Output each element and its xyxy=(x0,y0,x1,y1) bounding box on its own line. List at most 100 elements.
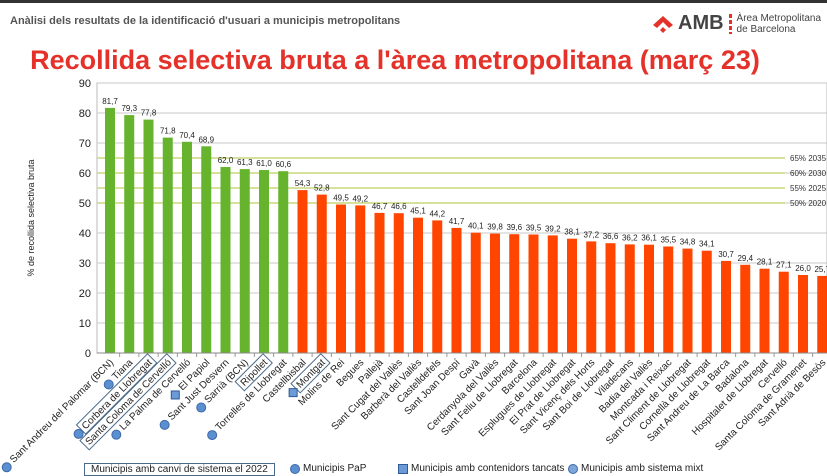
bar-value-label: 36,6 xyxy=(603,232,619,241)
y-tick-label: 40 xyxy=(79,228,91,240)
bar-value-label: 39,6 xyxy=(506,223,522,232)
bar-value-label: 49,5 xyxy=(333,194,349,203)
bar xyxy=(701,250,712,353)
bar xyxy=(778,271,789,353)
logo-subtitle: Àrea Metropolitana de Barcelona xyxy=(737,13,822,35)
bar xyxy=(336,204,346,353)
bar-value-label: 61,0 xyxy=(256,159,272,168)
amb-logo-icon xyxy=(653,15,673,33)
bar xyxy=(682,248,693,353)
amb-logo: AMB Àrea Metropolitana de Barcelona xyxy=(652,12,821,35)
y-axis-label: % de recollida selectiva bruta xyxy=(26,159,36,276)
legend: Municipis amb canvi de sistema el 2022 M… xyxy=(0,463,827,476)
bar xyxy=(721,260,731,353)
bar xyxy=(297,190,308,353)
bar xyxy=(259,170,269,353)
circle-marker-icon xyxy=(290,463,300,474)
bar-value-label: 46,7 xyxy=(372,202,388,211)
bar xyxy=(316,194,327,353)
bar-value-label: 38,1 xyxy=(564,228,580,237)
bar xyxy=(798,275,808,353)
bar xyxy=(220,167,231,353)
bar-value-label: 70,4 xyxy=(179,131,195,140)
bar-value-label: 29,4 xyxy=(737,254,753,263)
bar xyxy=(586,241,597,353)
bar-value-label: 77,8 xyxy=(141,109,157,118)
target-label: 65% 2035 xyxy=(790,154,827,163)
bar-value-label: 35,5 xyxy=(660,236,676,245)
legend-mixt: Municipis amb sistema mixt xyxy=(568,463,703,474)
changed-system-box xyxy=(75,353,158,435)
bar xyxy=(182,141,192,353)
circle-marker-icon xyxy=(73,428,84,439)
y-tick-label: 50 xyxy=(79,198,91,210)
bar xyxy=(605,243,616,353)
legend-pap-label: Municipis PaP xyxy=(303,463,367,474)
square-marker-icon xyxy=(398,463,408,474)
bar xyxy=(393,213,404,353)
square-marker-icon xyxy=(170,390,180,400)
legend-mixt-label: Municipis amb sistema mixt xyxy=(581,463,704,474)
y-tick-label: 30 xyxy=(79,258,91,270)
bar xyxy=(644,244,654,353)
bar-value-label: 30,7 xyxy=(718,250,734,259)
circle-marker-icon xyxy=(103,379,114,390)
bar xyxy=(470,232,481,353)
square-marker-icon xyxy=(288,388,298,398)
bar-value-label: 61,3 xyxy=(237,158,253,167)
bar-value-label: 40,1 xyxy=(468,222,484,231)
bar xyxy=(374,212,385,353)
circle-marker-icon xyxy=(159,419,170,430)
bar xyxy=(817,275,827,353)
bar-value-label: 36,1 xyxy=(641,234,657,243)
bar xyxy=(624,244,635,353)
bar xyxy=(490,233,500,353)
bar-value-label: 79,3 xyxy=(121,104,137,113)
logo-amb: AMB xyxy=(678,12,724,34)
bar-value-label: 46,6 xyxy=(391,202,407,211)
bar-value-label: 49,2 xyxy=(352,194,368,203)
bar-value-label: 45,1 xyxy=(410,207,426,216)
circle-marker-icon xyxy=(207,430,218,441)
logo-sub1: Àrea Metropolitana xyxy=(736,12,822,24)
legend-closed: Municipis amb contenidors tancats xyxy=(398,463,564,474)
bar-value-label: 52,8 xyxy=(314,184,330,193)
bar xyxy=(547,235,558,353)
circle-marker-icon xyxy=(1,462,12,473)
target-label: 55% 2025 xyxy=(790,184,827,193)
bar-value-label: 34,1 xyxy=(699,240,715,249)
target-label: 50% 2020 xyxy=(790,199,827,208)
bar-value-label: 81,7 xyxy=(102,97,118,106)
bar xyxy=(143,119,154,353)
y-tick-label: 60 xyxy=(79,168,91,180)
target-label: 60% 2030 xyxy=(790,169,827,178)
bar xyxy=(759,268,770,353)
bar-value-label: 28,1 xyxy=(757,258,773,267)
bar-value-label: 68,9 xyxy=(198,135,214,144)
bar xyxy=(567,238,577,353)
bar-value-label: 39,8 xyxy=(487,223,503,232)
bar xyxy=(124,115,135,353)
bar-value-label: 27,1 xyxy=(776,261,792,270)
bar xyxy=(278,171,289,353)
changed-system-box xyxy=(234,353,273,392)
logo-separator xyxy=(728,13,732,34)
legend-changed: Municipis amb canvi de sistema el 2022 xyxy=(84,463,275,476)
bar xyxy=(162,137,173,353)
bar xyxy=(355,205,366,353)
bar xyxy=(663,246,674,353)
y-tick-label: 10 xyxy=(79,318,91,330)
bar-value-label: 36,2 xyxy=(622,233,638,242)
legend-changed-label: Municipis amb canvi de sistema el 2022 xyxy=(91,464,268,475)
bar xyxy=(451,227,462,353)
chart-title: Recollida selectiva bruta a l'àrea metro… xyxy=(30,45,760,75)
bar xyxy=(432,220,443,353)
bar-value-label: 41,7 xyxy=(449,217,465,226)
legend-closed-label: Municipis amb contenidors tancats xyxy=(411,463,565,474)
logo-sub2: de Barcelona xyxy=(736,23,796,35)
bar-value-label: 71,8 xyxy=(160,127,176,136)
bar-value-label: 44,2 xyxy=(429,209,445,218)
y-tick-label: 0 xyxy=(85,348,91,360)
bar xyxy=(201,146,212,353)
